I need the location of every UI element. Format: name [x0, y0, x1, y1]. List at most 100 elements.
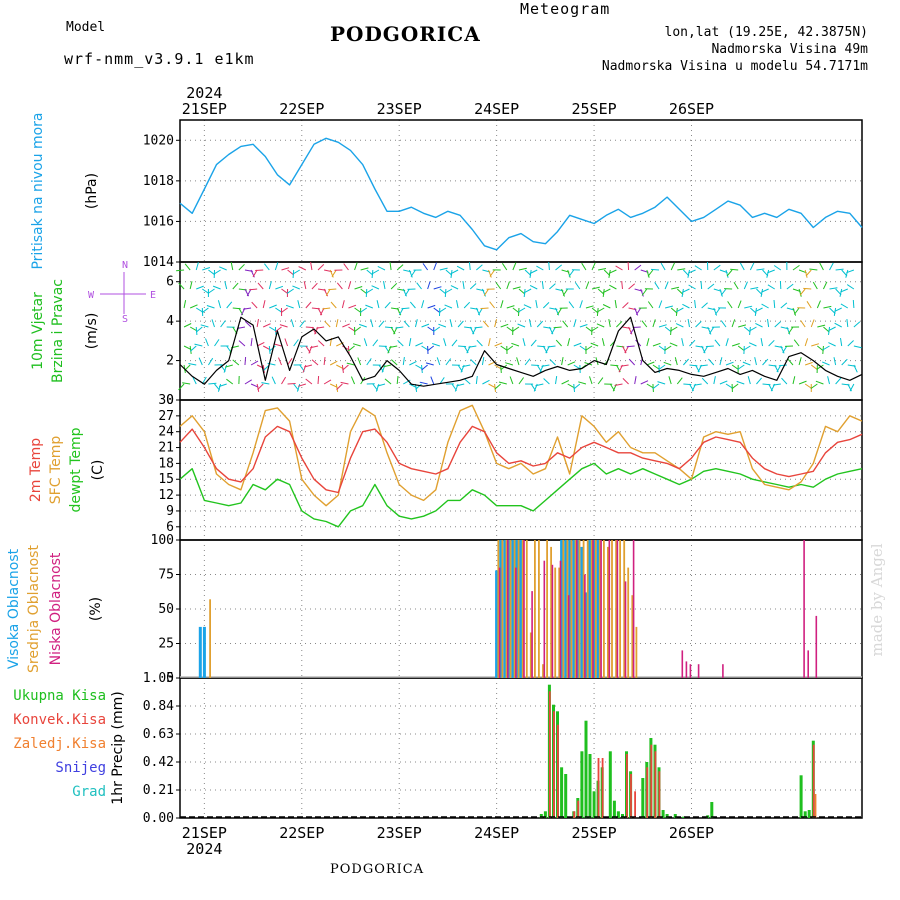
wind-arrow [226, 378, 234, 385]
low-cloud-bar [592, 540, 594, 678]
wind-arrow [421, 323, 430, 328]
wind-arrow [280, 307, 288, 314]
wind-arrow [847, 340, 854, 347]
wind-arrow [427, 304, 436, 309]
wind-arrow [317, 264, 325, 271]
high-cloud-bar [592, 540, 596, 678]
wind-arrow [488, 338, 491, 347]
wind-arrow [275, 285, 284, 290]
bottom-day-label: 25SEP [571, 824, 616, 842]
wind-arrow [396, 264, 404, 271]
precip-conv-bar [650, 744, 653, 818]
wind-arrow [524, 358, 531, 366]
wind-arrow [541, 364, 550, 367]
wind-arrow [389, 262, 392, 271]
wind-arrow [297, 300, 301, 309]
wind-arrow [348, 304, 357, 309]
wind-arrow [189, 304, 198, 309]
wind-arrow [810, 383, 818, 390]
wind-arrow [511, 342, 520, 347]
precip-conv-bar [553, 711, 555, 818]
wind-arrow [688, 269, 696, 274]
wind-arrow [505, 362, 514, 366]
wind-arrow [720, 320, 727, 328]
top-day-label: 26SEP [669, 100, 714, 118]
sfc-temp-line [179, 404, 863, 507]
wind-arrow [350, 376, 356, 385]
wind-arrow [782, 345, 788, 354]
wind-arrow [468, 345, 477, 348]
precip-total-bar [799, 775, 803, 818]
wind-arrow [208, 382, 217, 385]
wind-arrow [195, 307, 204, 313]
low-cloud-bar [567, 595, 570, 678]
wind-arrow [427, 281, 431, 290]
temp2m-line [179, 425, 863, 494]
wind-arrow [396, 375, 399, 385]
wind-arrow [812, 281, 818, 290]
precip-legend-item: Ukupna Kisa [13, 688, 106, 704]
wind-arrow [657, 381, 666, 385]
wind-arrow [354, 307, 362, 314]
wind-arrow [330, 301, 337, 309]
wind-arrow [456, 300, 459, 309]
page-title: PODGORICA [330, 22, 481, 46]
wind-arrow [743, 281, 748, 290]
wind-arrow [304, 364, 313, 368]
compass-e: E [150, 290, 156, 301]
wind-arrow [340, 381, 349, 385]
temp-unit-label: (C) [90, 460, 106, 481]
precipitation-ytick-label: 0.84 [143, 699, 174, 714]
wind-arrow [427, 326, 435, 332]
wind-arrow [853, 321, 861, 328]
wind-arrow [641, 320, 648, 328]
wind-arrow [342, 364, 349, 371]
wind-arrow [811, 343, 820, 347]
wind-arrow [202, 288, 210, 294]
mid-cloud-bar [525, 540, 528, 678]
precip-conv-bar [597, 758, 600, 818]
wind-arrow [695, 321, 702, 328]
wind-arrow [555, 376, 558, 385]
low-cloud-bar [584, 574, 586, 678]
wind-arrow [341, 300, 345, 309]
wind-arrow [561, 380, 570, 385]
precip-conv-bar [646, 767, 649, 818]
wind-arrow [800, 320, 806, 328]
wind-arrow [646, 361, 655, 366]
wind-ytick-label: 0 [166, 393, 174, 408]
wind-arrow [357, 357, 362, 366]
wind-arrow [676, 307, 684, 313]
low-cloud-bar [815, 615, 818, 678]
top-day-label: 22SEP [279, 100, 324, 118]
wind-arrow [547, 345, 556, 348]
wind-arrow [766, 269, 770, 278]
wind-arrow [512, 307, 520, 314]
precip-conv-bar [573, 811, 576, 818]
wind-arrow [482, 379, 490, 385]
wind-arrow [754, 357, 757, 366]
wind-arrow [421, 300, 425, 309]
wind-arrow [590, 342, 599, 347]
high-cloud-bar [519, 540, 523, 678]
wind-arrow [284, 338, 289, 347]
clouds-ytick-label: 25 [158, 637, 174, 652]
wind-arrow [456, 265, 465, 271]
wind-arrow [346, 362, 355, 366]
mid-cloud-bar [558, 567, 561, 678]
wind-arrow [450, 269, 459, 275]
low-cloud-bar [523, 540, 525, 678]
wind-arrow [354, 286, 363, 290]
low-cloud-bar [600, 540, 602, 678]
low-cloud-bar [616, 540, 619, 678]
wind-arrow [608, 319, 611, 328]
precip-total-bar [584, 720, 588, 818]
wind-arrow [482, 320, 489, 328]
mid-cloud-bar [562, 540, 565, 678]
wind-arrow [264, 263, 270, 271]
precip-conv-bar [626, 754, 628, 818]
wind-arrow [500, 345, 508, 351]
wind-arrow [409, 360, 417, 366]
wind-arrow [737, 300, 742, 309]
precip-conv-bar [557, 724, 559, 818]
